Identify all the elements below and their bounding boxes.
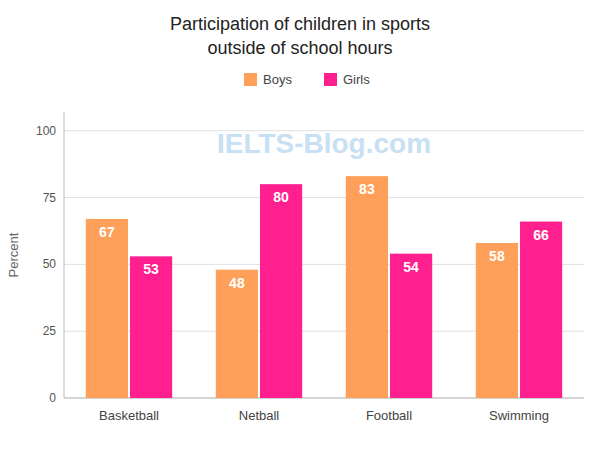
bar xyxy=(476,243,518,398)
legend: Boys Girls xyxy=(244,72,370,87)
x-tick-label: Netball xyxy=(239,408,280,423)
bar xyxy=(520,222,562,398)
y-tick-label: 0 xyxy=(49,391,56,405)
bar xyxy=(346,176,388,398)
bar xyxy=(260,184,302,398)
data-label: 67 xyxy=(99,224,115,240)
data-label: 54 xyxy=(403,259,419,275)
x-tick-label: Football xyxy=(366,408,412,423)
y-tick-label: 100 xyxy=(36,124,56,138)
data-label: 83 xyxy=(359,181,375,197)
data-label: 66 xyxy=(533,227,549,243)
x-tick-label: Swimming xyxy=(489,408,549,423)
data-labels: 67 48 83 58 53 80 54 66 xyxy=(99,181,549,291)
y-tick-label: 25 xyxy=(43,324,57,338)
y-axis-label: Percent xyxy=(6,232,21,277)
bar xyxy=(130,256,172,398)
bar xyxy=(86,219,128,398)
legend-swatch xyxy=(324,73,337,86)
data-label: 48 xyxy=(229,275,245,291)
title: Participation of children in sports xyxy=(170,14,430,34)
bars xyxy=(86,176,562,398)
data-label: 80 xyxy=(273,189,289,205)
x-tick-label: Basketball xyxy=(99,408,159,423)
data-label: 58 xyxy=(489,248,505,264)
chart-container: Participation of children in sports outsi… xyxy=(0,0,600,450)
y-axis-line xyxy=(64,112,65,398)
y-tick-label: 75 xyxy=(43,191,57,205)
legend-swatch xyxy=(244,73,257,86)
legend-label: Girls xyxy=(343,72,370,87)
subtitle: outside of school hours xyxy=(207,38,392,58)
watermark: IELTS-Blog.com xyxy=(217,128,431,159)
bar xyxy=(390,254,432,398)
data-label: 53 xyxy=(143,261,159,277)
legend-label: Boys xyxy=(263,72,292,87)
y-tick-label: 50 xyxy=(43,257,57,271)
bar xyxy=(216,270,258,398)
grid xyxy=(64,131,584,398)
grid-line xyxy=(64,197,584,198)
chart: Participation of children in sports outsi… xyxy=(0,0,600,450)
